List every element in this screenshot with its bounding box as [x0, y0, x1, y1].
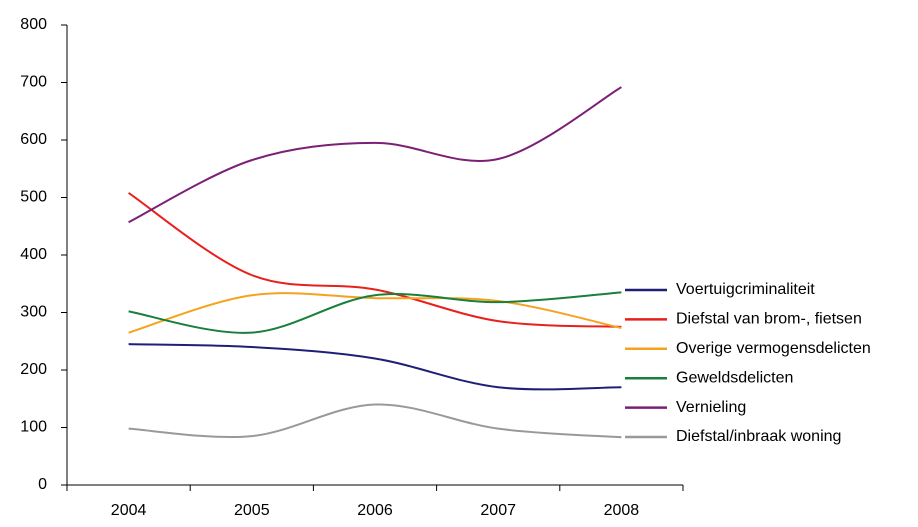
- legend-label: Diefstal van brom-, fietsen: [676, 311, 862, 328]
- y-tick-label: 800: [20, 16, 47, 33]
- legend-label: Overige vermogensdelicten: [676, 340, 871, 357]
- series-line: [128, 292, 622, 334]
- x-tick-label: 2005: [234, 502, 270, 519]
- series-line: [128, 192, 622, 328]
- x-tick-label: 2007: [480, 502, 516, 519]
- x-tick-label: 2008: [604, 502, 640, 519]
- y-tick-label: 200: [20, 361, 47, 378]
- y-tick-label: 600: [20, 131, 47, 148]
- x-tick-label: 2006: [357, 502, 393, 519]
- y-tick-label: 300: [20, 304, 47, 321]
- y-tick-label: 0: [38, 476, 47, 493]
- legend-label: Geweldsdelicten: [676, 369, 793, 386]
- series-line: [128, 86, 622, 224]
- y-tick-label: 400: [20, 246, 47, 263]
- legend-label: Diefstal/inbraak woning: [676, 428, 841, 445]
- y-tick-label: 500: [20, 189, 47, 206]
- y-tick-label: 100: [20, 419, 47, 436]
- series-line: [128, 403, 622, 439]
- y-tick-label: 700: [20, 74, 47, 91]
- legend-label: Vernieling: [676, 399, 746, 416]
- x-tick-label: 2004: [111, 502, 147, 519]
- series-line: [128, 291, 622, 334]
- series-line: [128, 343, 622, 391]
- legend-label: Voertuigcriminaliteit: [676, 281, 815, 298]
